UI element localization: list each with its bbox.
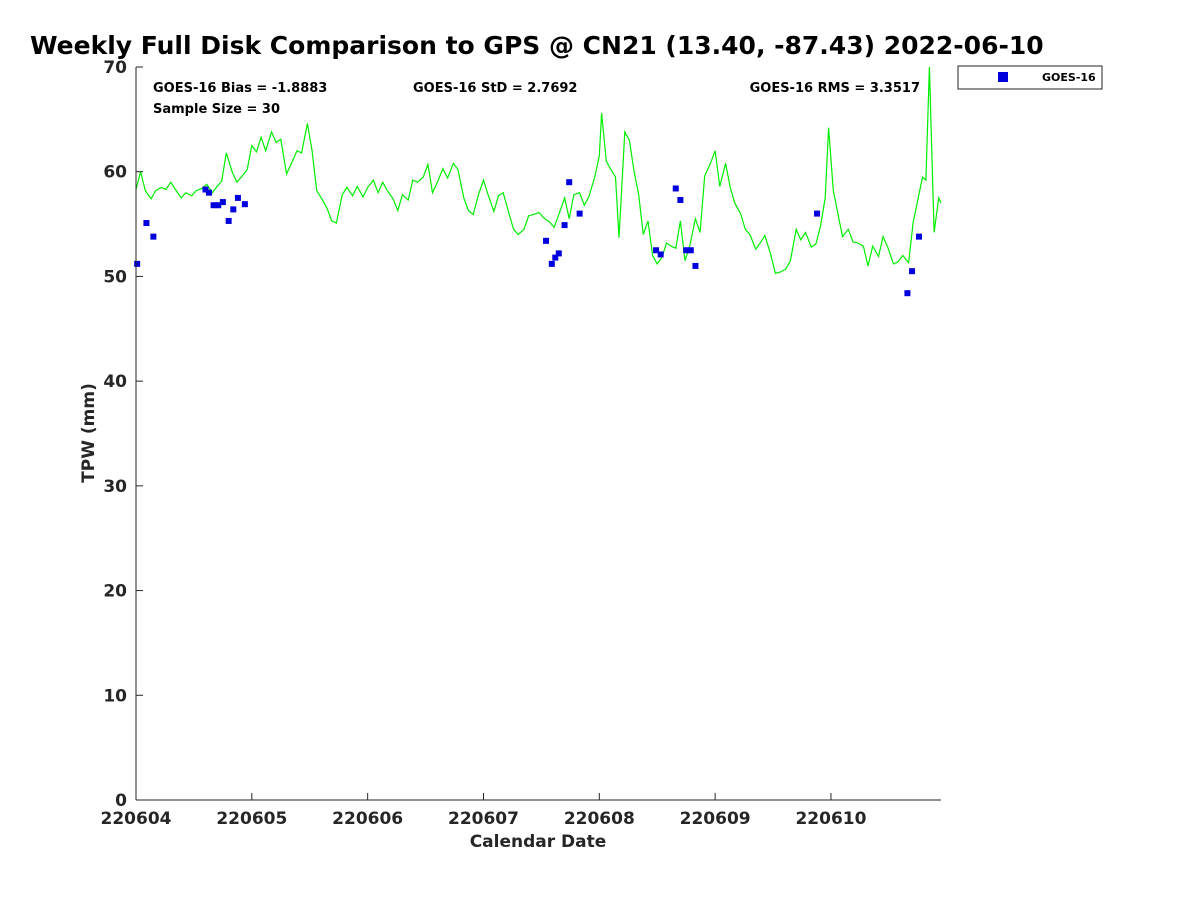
scatter-point-5 <box>210 202 217 209</box>
scatter-point-3 <box>202 186 209 193</box>
std-stat: GOES-16 StD = 2.7692 <box>413 81 577 96</box>
sample-size-stat: Sample Size = 30 <box>153 102 280 117</box>
scatter-point-6 <box>215 202 222 209</box>
y-axis-label: TPW (mm) <box>79 383 99 483</box>
scatter-point-4 <box>205 189 212 196</box>
scatter-point-2 <box>150 233 157 240</box>
x-ticks: 220604 220605 220606 220607 220608 220609 2206… <box>101 793 867 829</box>
scatter-point-24 <box>687 247 694 254</box>
legend-marker <box>998 72 1008 82</box>
scatter-point-9 <box>230 206 237 213</box>
scatter-point-18 <box>576 210 583 217</box>
legend-box <box>957 65 1103 90</box>
scatter-point-13 <box>548 260 555 267</box>
scatter-point-0 <box>134 260 141 267</box>
rms-stat: GOES-16 RMS = 3.3517 <box>750 81 920 96</box>
scatter-point-22 <box>677 196 684 203</box>
x-tick-label-6: 220610 <box>795 809 866 829</box>
scatter-point-7 <box>219 199 226 206</box>
scatter-point-11 <box>241 201 248 208</box>
y-tick-label-30: 30 <box>103 477 127 497</box>
scatter-point-16 <box>561 222 568 229</box>
scatter-point-1 <box>143 220 150 227</box>
x-axis-label: Calendar Date <box>470 832 607 852</box>
scatter-point-8 <box>225 217 232 224</box>
scatter-point-26 <box>814 210 821 217</box>
y-tick-label-20: 20 <box>103 582 127 602</box>
y-tick-label-40: 40 <box>103 372 127 392</box>
y-tick-label-50: 50 <box>103 267 127 287</box>
x-tick-label-0: 220604 <box>101 809 172 829</box>
chart-title: Weekly Full Disk Comparison to GPS @ CN2… <box>30 31 1044 60</box>
x-tick-label-2: 220606 <box>332 809 403 829</box>
x-tick-label-1: 220605 <box>216 809 287 829</box>
line-series-layer <box>135 66 942 275</box>
scatter-point-23 <box>683 247 690 254</box>
y-ticks: 0 10 20 30 40 50 60 70 <box>103 58 143 811</box>
y-tick-label-0: 0 <box>115 791 127 811</box>
scatter-point-25 <box>692 262 699 269</box>
x-tick-label-4: 220608 <box>564 809 635 829</box>
y-tick-label-10: 10 <box>103 686 127 706</box>
legend-label: GOES-16 <box>1042 71 1096 84</box>
bias-stat: GOES-16 Bias = -1.8883 <box>153 81 327 96</box>
scatter-point-21 <box>672 185 679 192</box>
scatter-point-15 <box>555 250 562 257</box>
x-tick-label-5: 220609 <box>680 809 751 829</box>
scatter-point-17 <box>566 179 573 186</box>
scatter-point-27 <box>904 290 911 297</box>
legend: GOES-16 <box>957 65 1103 90</box>
scatter-point-20 <box>657 251 664 258</box>
plot-area <box>136 67 941 800</box>
y-tick-label-60: 60 <box>103 163 127 183</box>
x-tick-label-3: 220607 <box>448 809 519 829</box>
y-tick-label-70: 70 <box>103 58 127 78</box>
scatter-point-19 <box>653 247 660 254</box>
scatter-point-12 <box>543 237 550 244</box>
scatter-series-layer <box>134 179 922 297</box>
scatter-point-14 <box>552 254 559 261</box>
tpw-line-series <box>135 66 942 275</box>
scatter-point-28 <box>909 268 916 275</box>
scatter-point-10 <box>234 194 241 201</box>
scatter-point-29 <box>915 233 922 240</box>
